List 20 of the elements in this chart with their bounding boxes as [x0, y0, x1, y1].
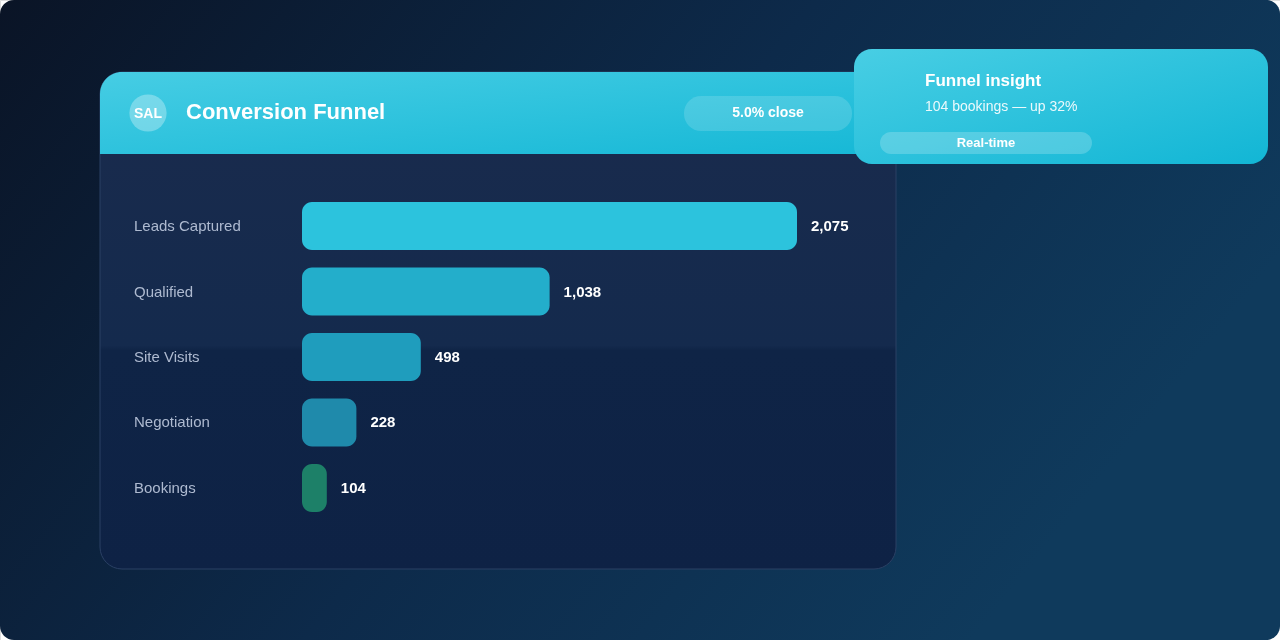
chart-title: Conversion Funnel [186, 99, 386, 124]
text: Funnel insight [925, 71, 1042, 90]
y-tick-label: Bookings [134, 479, 196, 496]
bar [302, 333, 421, 381]
y-tick-label: Site Visits [134, 348, 200, 365]
y-tick-label: Negotiation [134, 413, 210, 431]
bar [302, 202, 797, 251]
text: 104 bookings — up 32% [925, 98, 1078, 114]
text: 5.0% close [732, 104, 805, 120]
data-label: 228 [370, 413, 396, 431]
text: Real-time [956, 135, 1016, 150]
text: SAL [134, 105, 163, 121]
y-tick-label: Leads Captured [134, 217, 241, 234]
data-label: 498 [434, 348, 460, 365]
data-label: 1,038 [563, 282, 602, 300]
data-label: 2,075 [811, 217, 849, 234]
y-tick-label: Qualified [134, 282, 194, 300]
data-label: 104 [340, 479, 367, 496]
bar [302, 398, 357, 447]
bar [302, 267, 550, 316]
